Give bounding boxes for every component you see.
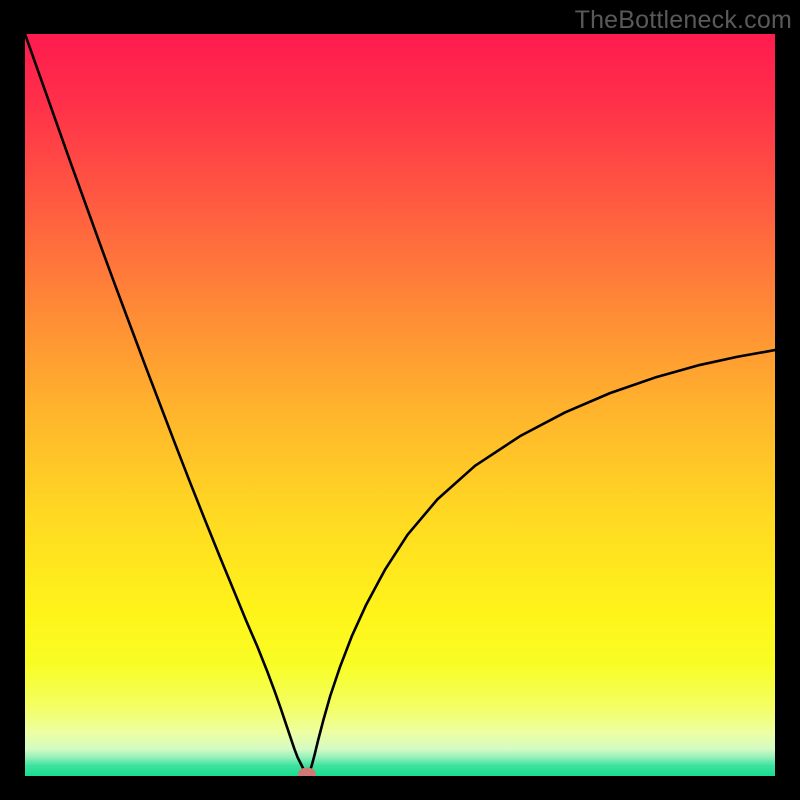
plot-frame xyxy=(25,34,775,776)
chart-stage: { "meta": { "width_px": 800, "height_px"… xyxy=(0,0,800,800)
bottleneck-curve-svg xyxy=(25,34,775,776)
bottleneck-curve xyxy=(25,34,775,774)
watermark-text: TheBottleneck.com xyxy=(575,6,792,35)
optimum-marker xyxy=(298,767,316,776)
plot-area xyxy=(25,34,775,776)
